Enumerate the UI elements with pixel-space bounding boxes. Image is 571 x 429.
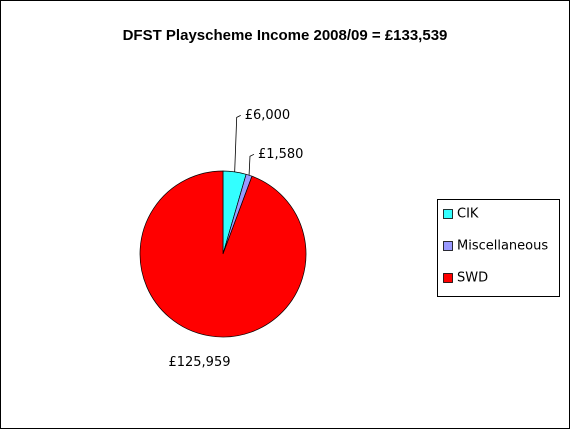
legend-label: CIK — [457, 207, 479, 222]
leader-line — [234, 115, 241, 172]
legend-swatch — [443, 273, 453, 283]
chart-title: DFST Playscheme Income 2008/09 = £133,53… — [123, 27, 448, 44]
data-label: £125,959 — [168, 355, 230, 370]
legend-swatch — [443, 209, 453, 219]
leader-line — [248, 153, 255, 176]
legend-box — [437, 199, 560, 297]
pie-slice — [139, 170, 307, 338]
legend-swatch — [443, 241, 453, 251]
data-label: £6,000 — [245, 108, 290, 123]
legend-label: Miscellaneous — [457, 239, 548, 254]
legend-label: SWD — [457, 271, 488, 286]
data-label: £1,580 — [258, 147, 304, 162]
